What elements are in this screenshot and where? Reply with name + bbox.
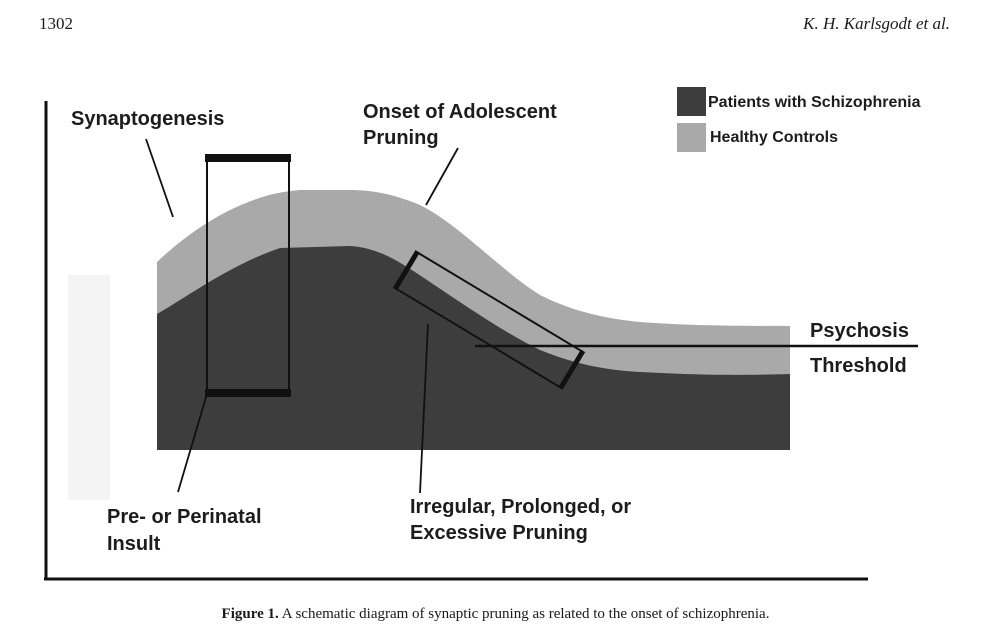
- legend-patients-label: Patients with Schizophrenia: [708, 94, 921, 111]
- pruning-box: [392, 250, 586, 390]
- legend-controls-label: Healthy Controls: [710, 129, 838, 146]
- irregular-label-line2: Excessive Pruning: [410, 522, 588, 544]
- running-head: K. H. Karlsgodt et al.: [803, 14, 950, 33]
- psychosis-label: Psychosis: [810, 320, 909, 342]
- figure-caption: Figure 1. A schematic diagram of synapti…: [0, 606, 991, 623]
- synaptogenesis-label: Synaptogenesis: [71, 108, 224, 130]
- onset-pointer: [425, 147, 459, 206]
- irregular-pointer: [419, 323, 429, 494]
- legend-patients-swatch: [677, 87, 706, 116]
- threshold-label: Threshold: [810, 355, 907, 377]
- scan-artifact: [68, 275, 110, 500]
- insult-pointer: [177, 396, 207, 493]
- synaptogenesis-pointer: [145, 138, 174, 218]
- caption-label: Figure 1.: [221, 606, 279, 622]
- onset-label-line1: Onset of Adolescent: [363, 101, 557, 123]
- insult-box-bottom-bar: [205, 389, 291, 397]
- patients-area: [157, 246, 790, 450]
- page-number: 1302: [39, 14, 73, 33]
- irregular-label-line1: Irregular, Prolonged, or: [410, 496, 631, 518]
- insult-label-line2: Insult: [107, 533, 161, 555]
- legend-controls-swatch: [677, 123, 706, 152]
- insult-box-top-bar: [205, 154, 291, 162]
- insult-label-line1: Pre- or Perinatal: [107, 506, 262, 528]
- onset-label-line2: Pruning: [363, 127, 439, 149]
- caption-text: A schematic diagram of synaptic pruning …: [278, 606, 770, 622]
